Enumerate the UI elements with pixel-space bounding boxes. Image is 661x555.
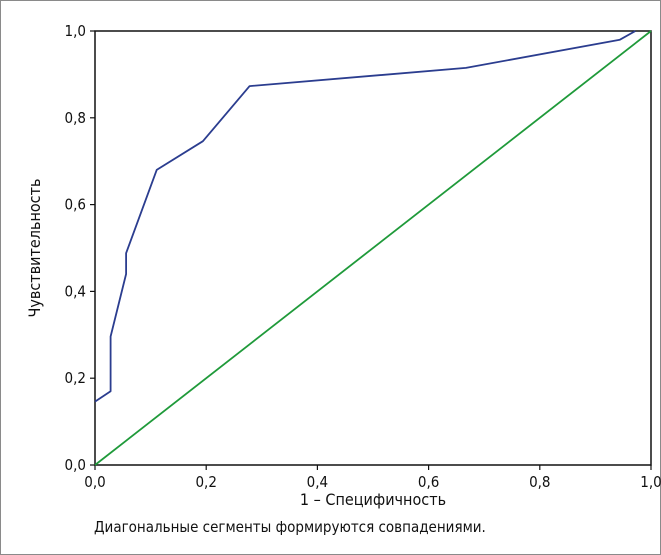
y-tick-label: 0,6 <box>65 196 86 214</box>
y-tick-label: 1,0 <box>65 22 86 40</box>
tick-marks <box>90 30 652 470</box>
x-tick-label: 0,6 <box>418 473 439 491</box>
x-tick-label: 0,8 <box>529 473 550 491</box>
y-tick-label: 0,4 <box>65 282 86 300</box>
y-tick-label: 0,8 <box>65 109 86 127</box>
footnote: Диагональные сегменты формируются совпад… <box>94 518 486 536</box>
y-tick-label: 0,2 <box>65 369 86 387</box>
y-axis-title: Чувствительность <box>25 179 44 318</box>
reference-diagonal-line <box>94 30 652 466</box>
y-tick-label: 0,0 <box>65 456 86 474</box>
x-tick-label: 0,2 <box>195 473 216 491</box>
x-axis-title: 1 – Специфичность <box>300 490 446 509</box>
tick-labels: 0,0 0,2 0,4 0,6 0,8 1,0 0,0 0,2 0,4 0,6 0,8 1,0 <box>65 22 661 491</box>
x-tick-label: 1,0 <box>640 473 661 491</box>
x-tick-label: 0,0 <box>84 473 105 491</box>
roc-curve-line <box>94 30 636 403</box>
x-tick-label: 0,4 <box>307 473 328 491</box>
series-layer <box>94 30 652 466</box>
